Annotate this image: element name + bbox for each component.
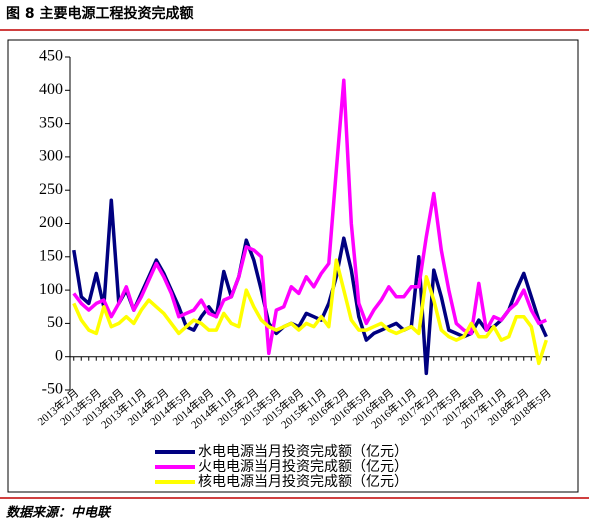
- y-tick-label: 150: [39, 247, 63, 264]
- y-tick-label: -50: [42, 381, 63, 398]
- y-tick-label: 300: [39, 148, 63, 165]
- chart-frame: [7, 39, 579, 493]
- y-tick-label: 450: [39, 48, 63, 65]
- legend-label: 火电电源当月投资完成额（亿元）: [198, 459, 408, 475]
- series-line: [72, 258, 548, 366]
- source: 数据来源：中电联: [6, 505, 112, 521]
- y-tick-label: 400: [39, 81, 63, 98]
- y-tick-label: 350: [39, 114, 63, 131]
- y-tick-label: 0: [55, 347, 63, 364]
- y-tick-label: 200: [39, 214, 63, 231]
- legend-label: 水电电源当月投资完成额（亿元）: [198, 444, 408, 460]
- y-tick-label: 100: [39, 281, 63, 298]
- series-line: [72, 78, 548, 356]
- y-tick-label: 50: [47, 314, 63, 331]
- chart-title: 图 8 主要电源工程投资完成额: [6, 5, 194, 22]
- legend-label: 核电电源当月投资完成额（亿元）: [198, 474, 408, 490]
- y-tick-label: 250: [39, 181, 63, 198]
